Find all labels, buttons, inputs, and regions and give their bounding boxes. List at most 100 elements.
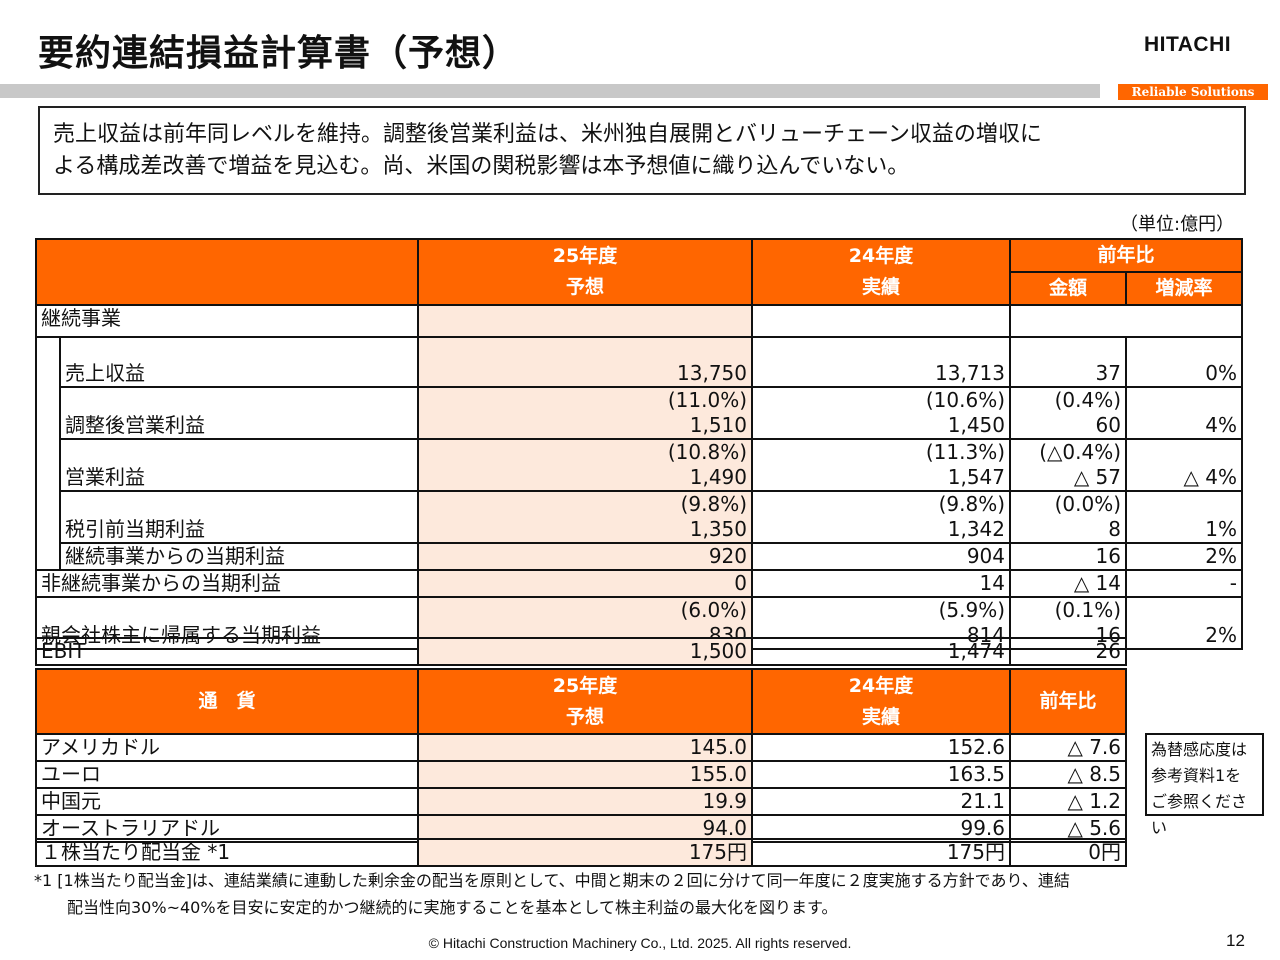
cell-ebit-fy25: 1,500 (417, 637, 753, 666)
row-label-operating-income: 営業利益 (59, 438, 419, 492)
value-text: 1,510 (689, 413, 747, 437)
row-label-discontinued-net-income: 非継続事業からの当期利益 (35, 569, 419, 598)
footnote-line: *1 [1株当たり配当金]は、連結業績に連動した剰余金の配当を原則として、中間と… (34, 871, 1070, 890)
cell-pretax-rate: 1% (1124, 490, 1244, 544)
ratio-text: (11.0%) (667, 388, 747, 412)
cell-cont-fy24: 904 (751, 542, 1011, 571)
value-text: △ 57 (1073, 465, 1121, 489)
row-label-ebit: EBIT (35, 637, 419, 666)
indent-cell (35, 337, 61, 387)
cell-usd-diff: △ 7.6 (1009, 733, 1127, 762)
tagline-banner: Reliable Solutions (1118, 84, 1268, 100)
value-text: 1,342 (947, 517, 1005, 541)
page-number: 12 (1226, 931, 1245, 950)
dividend-table: １株当たり配当金 *1 175円 175円 0円 (35, 838, 1127, 867)
cell-eur-fy24: 163.5 (751, 760, 1011, 789)
cell-adj-op-fy25: (11.0%) 1,510 (417, 386, 753, 440)
indent-cell (35, 543, 61, 570)
value-text: 1,547 (947, 465, 1005, 489)
row-label-revenue: 売上収益 (59, 336, 419, 388)
value-text: 1,490 (689, 465, 747, 489)
cell-dividend-fy25: 175円 (417, 838, 753, 867)
ebit-table: EBIT 1,500 1,474 26 (35, 637, 1127, 666)
cell-fy24-blank (751, 304, 1011, 338)
note-line: ご参照ください (1151, 792, 1248, 837)
cell-parent-rate: 2% (1124, 596, 1244, 650)
cell-revenue-rate: 0% (1124, 336, 1244, 388)
cell-op-fy25: (10.8%) 1,490 (417, 438, 753, 492)
row-label-dividend: １株当たり配当金 *1 (35, 838, 419, 867)
row-label-usd: アメリカドル (35, 733, 419, 762)
cell-eur-fy25: 155.0 (417, 760, 753, 789)
cell-disc-fy25: 0 (417, 569, 753, 598)
cell-op-diff: (△0.4%) △ 57 (1009, 438, 1127, 492)
row-label-eur: ユーロ (35, 760, 419, 789)
hitachi-logo: HITACHI (1144, 33, 1232, 56)
header-fy24-kind: 実績 (861, 276, 900, 298)
cell-revenue-fy24: 13,713 (751, 336, 1011, 388)
ratio-text: (0.1%) (1054, 598, 1121, 622)
header-fx-fy24-kind: 実績 (861, 705, 900, 728)
row-label-continuing-net-income: 継続事業からの当期利益 (59, 542, 419, 571)
ratio-text: (△0.4%) (1039, 440, 1121, 464)
value-text: 1,450 (947, 413, 1005, 437)
cell-usd-fy25: 145.0 (417, 733, 753, 762)
cell-cont-rate: 2% (1124, 542, 1244, 571)
cell-revenue-fy25: 13,750 (417, 336, 753, 388)
indent-cell (35, 491, 61, 543)
header-currency: 通 貨 (35, 668, 419, 735)
page-title: 要約連結損益計算書（予想） (38, 33, 520, 74)
cell-disc-rate: - (1124, 569, 1244, 598)
summary-line: 売上収益は前年同レベルを維持。調整後営業利益は、米州独自展開とバリューチェーン収… (53, 122, 1042, 147)
header-fx-fy24-year: 24年度 (848, 674, 914, 697)
cell-usd-fy24: 152.6 (751, 733, 1011, 762)
fx-sensitivity-note: 為替感応度は 参考資料1を ご参照ください (1145, 733, 1264, 837)
header-fy25-year: 25年度 (552, 245, 618, 267)
header-fy25: 25年度 予想 (417, 238, 753, 306)
header-amount: 金額 (1009, 271, 1127, 306)
cell-revenue-diff: 37 (1009, 336, 1127, 388)
cell-cny-fy24: 21.1 (751, 787, 1011, 816)
cell-disc-diff: △ 14 (1009, 569, 1127, 598)
cell-pretax-diff: (0.0%) 8 (1009, 490, 1127, 544)
ratio-text: (11.3%) (925, 440, 1005, 464)
ratio-text: (9.8%) (938, 492, 1005, 516)
header-blank (35, 238, 419, 306)
ratio-text: (0.4%) (1054, 388, 1121, 412)
cell-disc-fy24: 14 (751, 569, 1011, 598)
row-label-cny: 中国元 (35, 787, 419, 816)
cell-eur-diff: △ 8.5 (1009, 760, 1127, 789)
ratio-text: (10.8%) (667, 440, 747, 464)
ratio-text: (10.6%) (925, 388, 1005, 412)
cell-ebit-diff: 26 (1009, 637, 1127, 666)
value-text: 1,350 (689, 517, 747, 541)
header-fx-fy25-year: 25年度 (552, 674, 618, 697)
exchange-rate-table: 通 貨 25年度 予想 24年度 実績 前年比 アメリカドル 145.0 152… (35, 668, 1127, 843)
cell-adj-op-diff: (0.4%) 60 (1009, 386, 1127, 440)
income-statement-table: 25年度 予想 24年度 実績 前年比 金額 増減率 継続事業 売上収益 13,… (35, 238, 1244, 650)
indent-cell (35, 387, 61, 439)
ratio-text: (6.0%) (680, 598, 747, 622)
cell-cny-fy25: 19.9 (417, 787, 753, 816)
ratio-text: (9.8%) (680, 492, 747, 516)
cell-fy25-blank (417, 304, 753, 338)
value-text: 60 (1095, 413, 1121, 437)
summary-line: よる構成差改善で増益を見込む。尚、米国の関税影響は本予想値に織り込んでいない。 (53, 154, 910, 179)
cell-dividend-fy24: 175円 (751, 838, 1011, 867)
copyright-text: © Hitachi Construction Machinery Co., Lt… (428, 935, 852, 951)
cell-dividend-diff: 0円 (1009, 838, 1127, 867)
summary-box: 売上収益は前年同レベルを維持。調整後営業利益は、米州独自展開とバリューチェーン収… (38, 106, 1246, 195)
cell-pretax-fy25: (9.8%) 1,350 (417, 490, 753, 544)
header-yoy: 前年比 (1008, 238, 1244, 273)
cell-op-rate: △ 4% (1124, 438, 1244, 492)
ratio-text: (0.0%) (1054, 492, 1121, 516)
note-line: 為替感応度は (1151, 740, 1248, 759)
header-fx-fy25-kind: 予想 (565, 705, 604, 728)
cell-ebit-fy24: 1,474 (751, 637, 1011, 666)
header-fx-fy24: 24年度 実績 (751, 668, 1011, 735)
cell-cny-diff: △ 1.2 (1009, 787, 1127, 816)
header-fy25-kind: 予想 (565, 276, 604, 298)
indent-cell (35, 439, 61, 491)
unit-label: （単位:億円） (1120, 214, 1235, 235)
header-divider-bar (0, 84, 1100, 98)
